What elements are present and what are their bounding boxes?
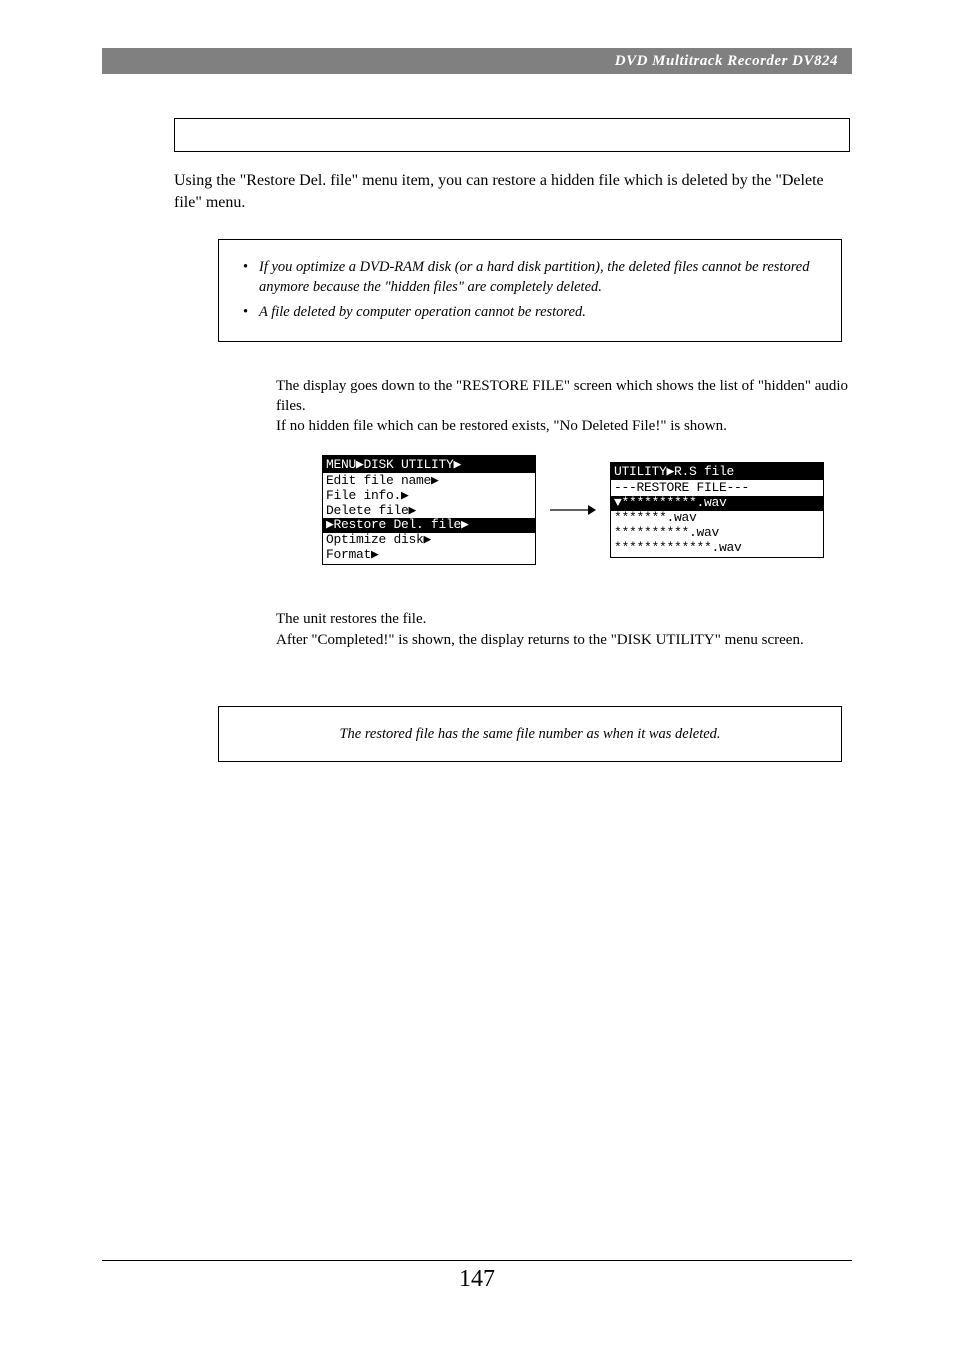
- lcd-line: Delete file▶: [326, 504, 532, 519]
- page-number: 147: [0, 1266, 954, 1293]
- header-bar: DVD Multitrack Recorder DV824: [102, 48, 852, 74]
- lcd-line: *************.wav: [614, 541, 820, 556]
- lcd-line: Optimize disk▶: [326, 533, 532, 548]
- lcd-body: ---RESTORE FILE--- ▼**********.wav *****…: [611, 480, 823, 557]
- lcd-line-selected: ▼**********.wav: [611, 496, 823, 511]
- lcd-header: UTILITY▶R.S file: [611, 463, 823, 480]
- note-item: If you optimize a DVD-RAM disk (or a har…: [237, 258, 821, 297]
- step-text: The display goes down to the "RESTORE FI…: [276, 376, 852, 437]
- lcd-line: Edit file name▶: [326, 474, 532, 489]
- intro-paragraph: Using the "Restore Del. file" menu item,…: [174, 170, 852, 213]
- note-list: If you optimize a DVD-RAM disk (or a har…: [237, 258, 821, 323]
- memo-text: The restored file has the same file numb…: [339, 726, 720, 742]
- header-title: DVD Multitrack Recorder DV824: [615, 53, 838, 70]
- page-content: Using the "Restore Del. file" menu item,…: [102, 118, 852, 762]
- lcd-body: Edit file name▶ File info.▶ Delete file▶…: [323, 473, 535, 565]
- memo-box: The restored file has the same file numb…: [218, 706, 842, 762]
- lcd-line: **********.wav: [614, 526, 820, 541]
- section-title-box: [174, 118, 850, 152]
- lcd-subtitle: ---RESTORE FILE---: [614, 481, 820, 496]
- result-paragraph: The unit restores the file. After "Compl…: [276, 609, 852, 650]
- step-line: The display goes down to the "RESTORE FI…: [276, 378, 848, 414]
- note-box: If you optimize a DVD-RAM disk (or a har…: [218, 239, 842, 342]
- arrow-right-icon: [550, 503, 596, 517]
- step-description: The display goes down to the "RESTORE FI…: [276, 376, 852, 565]
- lcd-screen-menu: MENU▶DISK UTILITY▶ Edit file name▶ File …: [322, 455, 536, 566]
- lcd-line: File info.▶: [326, 489, 532, 504]
- lcd-screens-row: MENU▶DISK UTILITY▶ Edit file name▶ File …: [322, 455, 852, 566]
- lcd-header: MENU▶DISK UTILITY▶: [323, 456, 535, 473]
- lcd-line: *******.wav: [614, 511, 820, 526]
- lcd-line: Format▶: [326, 548, 532, 563]
- result-line: After "Completed!" is shown, the display…: [276, 632, 804, 648]
- lcd-line-selected: ▶Restore Del. file▶: [323, 518, 535, 533]
- lcd-screen-restore: UTILITY▶R.S file ---RESTORE FILE--- ▼***…: [610, 462, 824, 558]
- result-line: The unit restores the file.: [276, 611, 426, 627]
- note-item: A file deleted by computer operation can…: [237, 303, 821, 323]
- step-line: If no hidden file which can be restored …: [276, 418, 727, 434]
